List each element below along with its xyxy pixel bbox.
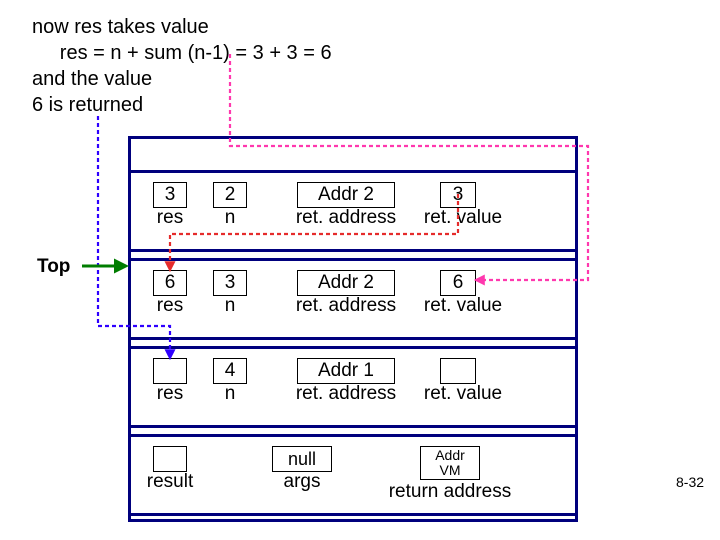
stack-cell xyxy=(153,446,187,472)
stack-cell: Addr VM xyxy=(420,446,480,480)
stack-cell-label: return address xyxy=(360,482,540,503)
stack-cell: 2 xyxy=(213,182,247,208)
stack-cell-label: res xyxy=(146,384,194,405)
stack-cell-label: args xyxy=(272,472,332,493)
stack-cell-label: n xyxy=(206,208,254,229)
stack-cell-label: n xyxy=(206,384,254,405)
stack-cell-label: ret. address xyxy=(273,296,419,317)
stack-cell-label: ret. value xyxy=(413,296,513,317)
top-pointer-label: Top xyxy=(37,256,70,278)
stack-cell: 4 xyxy=(213,358,247,384)
stack-cell xyxy=(440,358,476,384)
stack-cell: Addr 2 xyxy=(297,270,395,296)
stack-cell-label: n xyxy=(206,296,254,317)
stack-cell-label: ret. address xyxy=(273,208,419,229)
caption-block: now res takes value res = n + sum (n-1) … xyxy=(32,14,332,118)
stack-cell-label: res xyxy=(146,296,194,317)
stack-cell-label: ret. value xyxy=(413,208,513,229)
stack-cell-label: res xyxy=(146,208,194,229)
stack-cell: 3 xyxy=(213,270,247,296)
stack-cell-label: ret. address xyxy=(273,384,419,405)
stack-cell: null xyxy=(272,446,332,472)
stack-cell: 6 xyxy=(440,270,476,296)
stack-cell: Addr 1 xyxy=(297,358,395,384)
stack-cell: 3 xyxy=(440,182,476,208)
stack-cell-label: ret. value xyxy=(413,384,513,405)
stack-cell: 6 xyxy=(153,270,187,296)
stack-cell-label: result xyxy=(140,472,200,493)
stack-cell: Addr 2 xyxy=(297,182,395,208)
stack-cell xyxy=(153,358,187,384)
stack-cell: 3 xyxy=(153,182,187,208)
slide-number: 8-32 xyxy=(676,474,704,490)
